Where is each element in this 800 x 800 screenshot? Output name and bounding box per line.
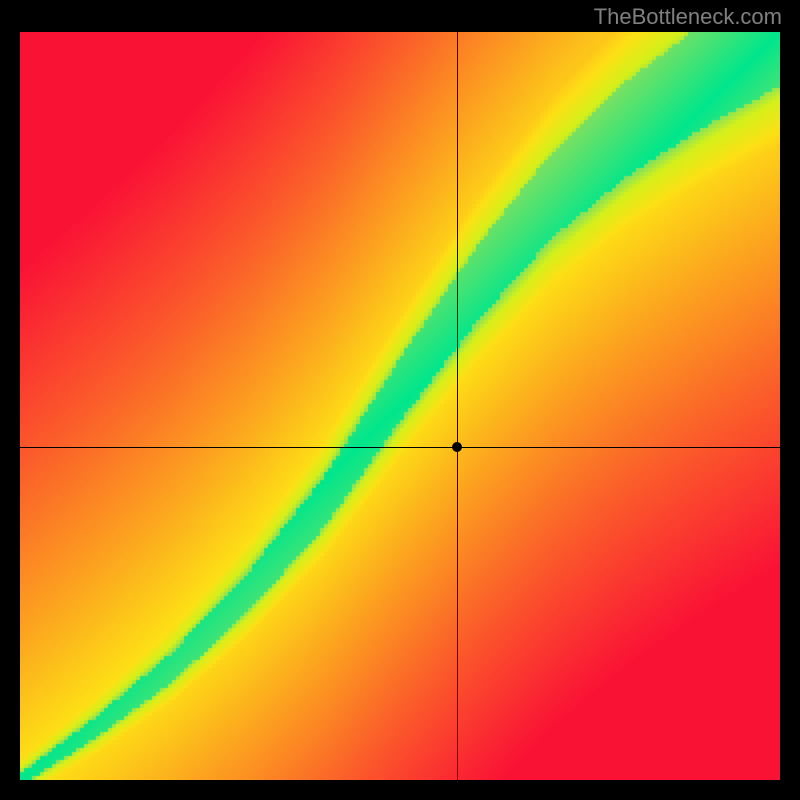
crosshair-horizontal [20,447,780,448]
watermark-text: TheBottleneck.com [594,4,782,30]
crosshair-vertical [457,32,458,780]
bottleneck-heatmap [20,32,780,780]
data-point-marker [452,442,462,452]
heatmap-canvas [20,32,780,780]
